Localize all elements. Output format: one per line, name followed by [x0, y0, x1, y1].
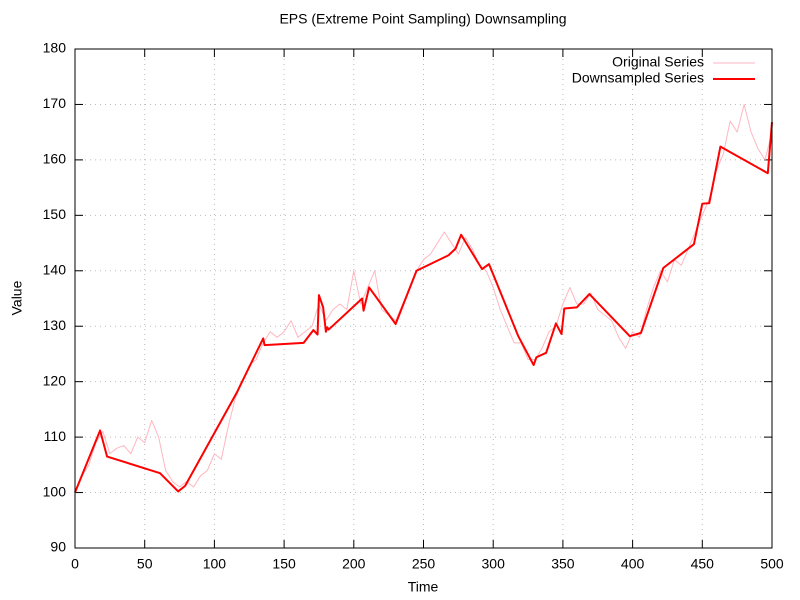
chart-title: EPS (Extreme Point Sampling) Downsamplin…: [279, 11, 566, 27]
x-tick-label: 300: [482, 556, 506, 572]
x-axis-label: Time: [408, 579, 439, 595]
y-tick-label: 160: [43, 151, 67, 167]
x-tick-label: 450: [691, 556, 715, 572]
series-line: [74, 122, 773, 493]
x-tick-label: 250: [412, 556, 436, 572]
x-tick-label: 500: [760, 556, 784, 572]
y-tick-label: 150: [43, 206, 67, 222]
x-tick-label: 200: [342, 556, 366, 572]
legend-label: Original Series: [612, 54, 704, 70]
x-tick-label: 400: [621, 556, 645, 572]
series-line: [74, 103, 773, 493]
x-tick-label: 0: [71, 556, 79, 572]
y-tick-label: 100: [43, 483, 67, 499]
x-tick-label: 50: [137, 556, 153, 572]
y-tick-label: 120: [43, 372, 67, 388]
legend-label: Downsampled Series: [572, 70, 704, 86]
x-tick-label: 100: [203, 556, 227, 572]
x-tick-label: 150: [272, 556, 296, 572]
y-tick-label: 130: [43, 317, 67, 333]
y-tick-label: 180: [43, 40, 67, 56]
y-tick-label: 90: [50, 539, 66, 555]
y-tick-label: 170: [43, 95, 67, 111]
x-tick-label: 350: [551, 556, 575, 572]
y-axis-label: Value: [9, 280, 25, 315]
plot-border: [74, 48, 773, 549]
y-tick-label: 110: [44, 428, 67, 444]
y-tick-label: 140: [43, 261, 67, 277]
